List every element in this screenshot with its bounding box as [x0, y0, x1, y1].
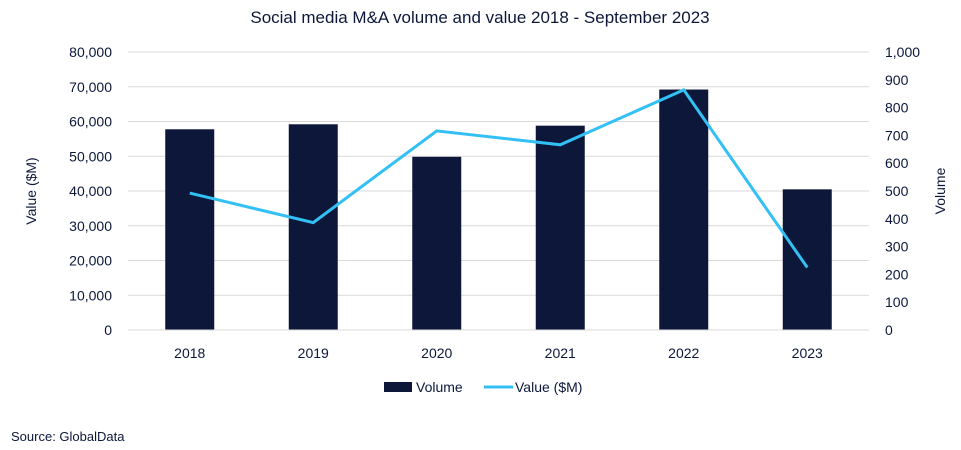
bar-2022 [659, 89, 709, 330]
legend: Volume Value ($M) [384, 379, 582, 395]
x-tick-label: 2023 [792, 345, 823, 361]
left-tick-label: 0 [104, 322, 112, 338]
left-tick-label: 60,000 [69, 114, 112, 130]
left-axis-title: Value ($M) [23, 157, 39, 224]
x-tick-label: 2019 [298, 345, 329, 361]
value-line-path [189, 88, 809, 269]
gridlines [128, 51, 869, 331]
left-tick-label: 50,000 [69, 148, 112, 164]
x-tick-label: 2020 [421, 345, 452, 361]
legend-label-volume: Volume [416, 379, 463, 395]
right-axis-ticks: 0 100 200 300 400 500 600 700 800 900 1,000 [885, 44, 920, 338]
bar-2018 [165, 129, 215, 330]
left-tick-label: 20,000 [69, 253, 112, 269]
left-tick-label: 30,000 [69, 218, 112, 234]
right-tick-label: 500 [885, 183, 909, 199]
legend-swatch-volume [384, 382, 412, 392]
right-tick-label: 100 [885, 294, 909, 310]
right-tick-label: 300 [885, 239, 909, 255]
x-tick-label: 2022 [668, 345, 699, 361]
x-tick-label: 2018 [174, 345, 205, 361]
bar-2019 [288, 124, 338, 330]
source-note: Source: GlobalData [11, 429, 125, 444]
left-tick-label: 40,000 [69, 183, 112, 199]
bar-2021 [535, 125, 585, 330]
right-tick-label: 200 [885, 266, 909, 282]
right-tick-label: 1,000 [885, 44, 920, 60]
value-line [189, 88, 809, 269]
x-axis-ticks: 2018 2019 2020 2021 2022 2023 [128, 329, 869, 361]
x-tick-label: 2021 [545, 345, 576, 361]
right-axis-title: Volume [932, 167, 948, 214]
left-tick-label: 80,000 [69, 44, 112, 60]
left-tick-label: 70,000 [69, 79, 112, 95]
bar-2020 [412, 156, 462, 330]
bar-2023 [782, 189, 832, 330]
right-tick-label: 800 [885, 100, 909, 116]
right-tick-label: 0 [885, 322, 893, 338]
volume-bars [165, 89, 832, 330]
right-tick-label: 900 [885, 72, 909, 88]
right-tick-label: 700 [885, 127, 909, 143]
legend-label-value: Value ($M) [515, 379, 582, 395]
right-tick-label: 600 [885, 155, 909, 171]
right-tick-label: 400 [885, 211, 909, 227]
left-tick-label: 10,000 [69, 287, 112, 303]
chart-title: Social media M&A volume and value 2018 -… [250, 8, 709, 27]
left-axis-ticks: 0 10,000 20,000 30,000 40,000 50,000 60,000 70,… [69, 44, 112, 338]
